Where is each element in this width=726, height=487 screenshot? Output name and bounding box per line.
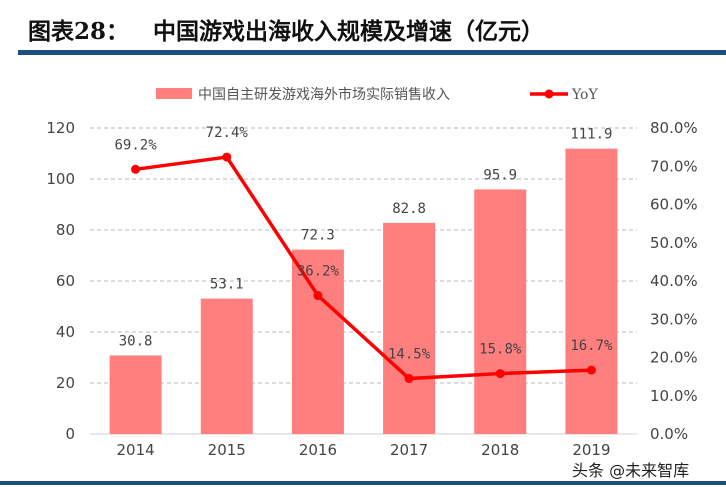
y-right-tick: 0.0% bbox=[650, 425, 688, 443]
y-left-tick: 120 bbox=[46, 119, 75, 137]
yoy-point bbox=[131, 164, 141, 174]
legend-line-marker bbox=[544, 89, 554, 99]
bar-data-label: 53.1 bbox=[210, 277, 244, 293]
bar-data-label: 72.3 bbox=[301, 228, 335, 244]
yoy-line bbox=[135, 155, 592, 381]
y-left-tick: 0 bbox=[65, 425, 75, 443]
y-right-tick: 70.0% bbox=[650, 157, 698, 175]
title-divider bbox=[18, 50, 726, 55]
y-right-tick: 50.0% bbox=[650, 234, 698, 252]
yoy-data-label: 69.2% bbox=[115, 137, 158, 153]
yoy-point bbox=[586, 365, 596, 375]
bottom-divider bbox=[0, 481, 726, 485]
x-tick: 2018 bbox=[481, 441, 519, 459]
bar bbox=[200, 298, 253, 434]
yoy-point bbox=[404, 374, 414, 384]
bar bbox=[474, 189, 527, 434]
bar bbox=[383, 222, 436, 434]
y-right-tick: 30.0% bbox=[650, 310, 698, 328]
yoy-point bbox=[222, 152, 232, 162]
y-left-tick: 100 bbox=[46, 170, 75, 188]
y-right-tick: 10.0% bbox=[650, 387, 698, 405]
bar-data-label: 95.9 bbox=[483, 167, 517, 183]
y-right-tick: 40.0% bbox=[650, 272, 698, 290]
y-right-tick: 20.0% bbox=[650, 349, 698, 367]
bar-data-label: 30.8 bbox=[119, 333, 153, 349]
bar bbox=[109, 355, 162, 434]
bar bbox=[565, 148, 618, 434]
x-tick: 2019 bbox=[572, 441, 610, 459]
x-tick: 2014 bbox=[116, 441, 154, 459]
legend-bar-label: 中国自主研发游戏海外市场实际销售收入 bbox=[198, 86, 450, 103]
chart-title: 图表28： 中国游戏出海收入规模及增速（亿元） bbox=[28, 18, 545, 45]
yoy-data-label: 15.8% bbox=[479, 342, 522, 358]
x-tick: 2015 bbox=[208, 441, 246, 459]
yoy-data-label: 36.2% bbox=[297, 264, 340, 280]
y-left-tick: 40 bbox=[56, 323, 75, 341]
x-tick: 2016 bbox=[299, 441, 337, 459]
y-left-tick: 60 bbox=[56, 272, 75, 290]
watermark: 头条 @未来智库 bbox=[572, 461, 690, 480]
x-tick: 2017 bbox=[390, 441, 428, 459]
yoy-point bbox=[313, 291, 323, 301]
yoy-data-label: 16.7% bbox=[570, 338, 613, 354]
bar bbox=[291, 249, 344, 434]
yoy-point bbox=[495, 369, 505, 379]
y-right-tick: 80.0% bbox=[650, 119, 698, 137]
y-left-tick: 80 bbox=[56, 221, 75, 239]
legend-bar-swatch bbox=[156, 88, 192, 99]
y-left-tick: 20 bbox=[56, 374, 75, 392]
bar-data-label: 82.8 bbox=[392, 201, 426, 217]
y-right-tick: 60.0% bbox=[650, 196, 698, 214]
bar-data-label: 111.9 bbox=[570, 127, 612, 143]
yoy-data-label: 72.4% bbox=[206, 125, 249, 141]
yoy-data-label: 14.5% bbox=[388, 347, 431, 363]
legend-line-label: YoY bbox=[571, 87, 598, 103]
